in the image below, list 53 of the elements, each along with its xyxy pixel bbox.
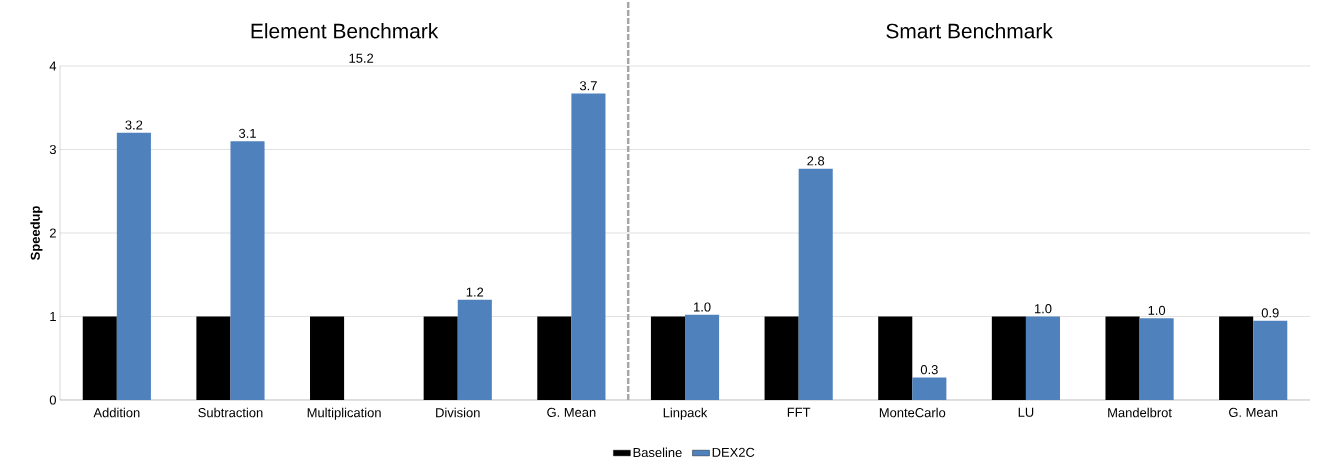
legend-label: DEX2C — [712, 447, 755, 457]
data-label: 3.7 — [579, 81, 597, 91]
x-tick-label: G. Mean — [547, 407, 596, 417]
text: Element Benchmark — [251, 23, 439, 39]
legend-label: Baseline — [633, 447, 682, 458]
x-tick-label: LU — [1018, 407, 1034, 417]
text: 15.2 — [349, 53, 374, 63]
data-label: 1.0 — [694, 302, 711, 312]
data-label: 3.1 — [239, 128, 256, 138]
bar — [912, 377, 947, 400]
bar — [1219, 316, 1254, 400]
text: Smart Benchmark — [886, 23, 1053, 39]
bar — [1025, 316, 1061, 400]
y-tick-label: 2 — [49, 228, 56, 238]
x-tick-label: Multiplication — [307, 407, 381, 420]
bar — [685, 314, 720, 400]
y-axis-title: Speedup — [30, 206, 43, 260]
x-tick-label: Mandelbrot — [1108, 407, 1172, 418]
bar — [310, 316, 345, 400]
bar — [196, 316, 231, 400]
x-tick-label: Division — [436, 407, 480, 418]
x-tick-label: FFT — [787, 407, 811, 417]
data-label: 1.2 — [466, 287, 484, 297]
bar — [1139, 318, 1174, 400]
y-tick-label: 1 — [50, 312, 56, 321]
bar — [878, 316, 913, 400]
bar — [650, 316, 686, 400]
bar — [423, 316, 458, 400]
bar — [537, 316, 572, 400]
data-label: 2.8 — [807, 156, 825, 166]
x-tick-label: Subtraction — [198, 407, 263, 418]
x-tick-label: MonteCarlo — [879, 407, 946, 418]
bar — [1105, 316, 1140, 400]
data-label: 0.9 — [1261, 308, 1279, 318]
bar — [764, 316, 799, 400]
data-label: 1.0 — [1148, 305, 1166, 315]
bar — [457, 299, 492, 400]
bar — [991, 316, 1026, 400]
data-label: 1.0 — [1034, 304, 1052, 314]
bar — [1253, 320, 1288, 400]
y-tick-label: 0 — [49, 395, 56, 405]
bar — [571, 93, 606, 400]
bar — [798, 168, 833, 400]
bar — [230, 141, 265, 400]
bar — [82, 316, 117, 400]
data-label: 0.3 — [920, 365, 938, 375]
data-label: 3.2 — [125, 120, 143, 130]
x-tick-label: Linpack — [663, 407, 708, 420]
y-tick-label: 4 — [49, 61, 57, 71]
x-tick-label: G. Mean — [1229, 407, 1278, 417]
x-tick-label: Addition — [93, 407, 140, 418]
bar — [116, 132, 151, 400]
y-tick-label: 3 — [49, 144, 56, 155]
